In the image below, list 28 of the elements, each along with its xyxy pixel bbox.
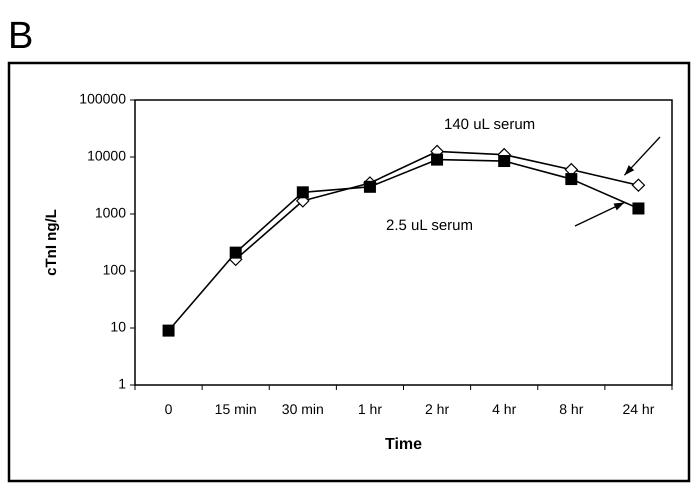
point xyxy=(230,246,242,259)
point xyxy=(162,324,175,337)
x-tick-label: 8 hr xyxy=(559,401,584,417)
x-tick-label: 1 hr xyxy=(358,401,382,417)
chart-title: B xyxy=(8,15,34,57)
y-tick-label: 10 xyxy=(110,318,126,335)
point xyxy=(364,180,376,193)
point xyxy=(565,173,578,186)
point xyxy=(431,154,444,166)
y-tick-label: 1 xyxy=(118,376,126,392)
point xyxy=(498,155,510,168)
point xyxy=(632,202,644,214)
x-tick-label: 0 xyxy=(164,401,173,417)
x-tick-label: 4 hr xyxy=(492,401,517,417)
x-tick-label: 24 hr xyxy=(622,401,655,417)
y-tick-label: 100 xyxy=(102,262,126,278)
point xyxy=(632,178,646,192)
series-label: 140 uL serum xyxy=(444,116,536,133)
x-tick-label: 30 min xyxy=(282,401,324,417)
series-label: 2.5 uL serum xyxy=(386,216,473,234)
y-tick-label: 100000 xyxy=(79,90,126,107)
x-tick-label: 2 hr xyxy=(425,401,450,417)
x-axis-title: Time xyxy=(384,436,422,453)
y-tick-label: 10000 xyxy=(87,148,126,164)
point xyxy=(296,186,309,198)
y-axis-title: cTnI ng/L xyxy=(43,209,60,276)
x-tick-label: 15 min xyxy=(214,401,257,417)
y-tick-label: 1000 xyxy=(94,204,126,221)
